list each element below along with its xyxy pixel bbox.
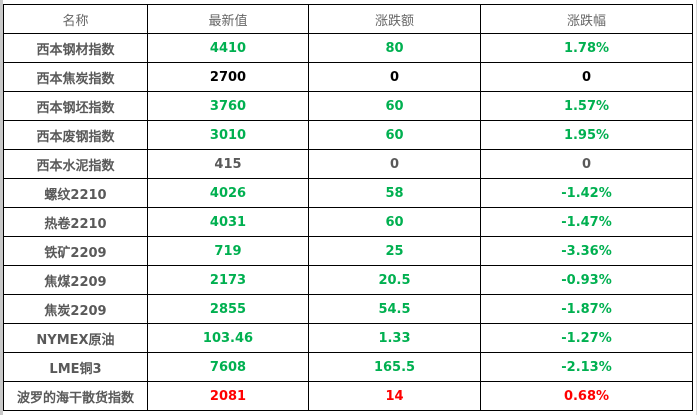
name-cell: 西本焦炭指数 bbox=[3, 62, 148, 92]
change-pct-cell: 0 bbox=[480, 62, 693, 92]
latest-value-cell: 4410 bbox=[147, 33, 309, 63]
latest-value-cell: 4026 bbox=[147, 178, 309, 208]
table-row: 螺纹2210 4026 58 -1.42% bbox=[3, 178, 693, 208]
latest-value-cell: 2700 bbox=[147, 62, 309, 92]
header-change: 涨跌额 bbox=[308, 4, 481, 34]
change-pct-cell: 1.78% bbox=[480, 33, 693, 63]
latest-value-cell: 2081 bbox=[147, 381, 309, 411]
grid-line bbox=[696, 0, 697, 415]
change-pct-cell: -1.27% bbox=[480, 323, 693, 353]
latest-value-cell: 4031 bbox=[147, 207, 309, 237]
table-row: 西本焦炭指数 2700 0 0 bbox=[3, 62, 693, 92]
change-cell: 0 bbox=[308, 62, 481, 92]
latest-value-cell: 415 bbox=[147, 149, 309, 179]
name-cell: 西本钢材指数 bbox=[3, 33, 148, 63]
change-pct-cell: -1.47% bbox=[480, 207, 693, 237]
name-cell: 热卷2210 bbox=[3, 207, 148, 237]
change-cell: 54.5 bbox=[308, 294, 481, 324]
table-row: 焦炭2209 2855 54.5 -1.87% bbox=[3, 294, 693, 324]
table-row: 波罗的海干散货指数 2081 14 0.68% bbox=[3, 381, 693, 411]
name-cell: 焦煤2209 bbox=[3, 265, 148, 295]
table-row: 热卷2210 4031 60 -1.47% bbox=[3, 207, 693, 237]
table-row: 西本钢坯指数 3760 60 1.57% bbox=[3, 91, 693, 121]
name-cell: 西本废钢指数 bbox=[3, 120, 148, 150]
change-pct-cell: -2.13% bbox=[480, 352, 693, 382]
change-pct-cell: -1.87% bbox=[480, 294, 693, 324]
name-cell: LME铜3 bbox=[3, 352, 148, 382]
change-pct-cell: 1.95% bbox=[480, 120, 693, 150]
change-pct-cell: 1.57% bbox=[480, 91, 693, 121]
latest-value-cell: 3760 bbox=[147, 91, 309, 121]
change-cell: 60 bbox=[308, 207, 481, 237]
change-cell: 1.33 bbox=[308, 323, 481, 353]
header-change-pct: 涨跌幅 bbox=[480, 4, 693, 34]
name-cell: 焦炭2209 bbox=[3, 294, 148, 324]
table-row: NYMEX原油 103.46 1.33 -1.27% bbox=[3, 323, 693, 353]
name-cell: 螺纹2210 bbox=[3, 178, 148, 208]
header-row: 名称 最新值 涨跌额 涨跌幅 bbox=[3, 4, 693, 34]
change-cell: 60 bbox=[308, 120, 481, 150]
table-row: 西本废钢指数 3010 60 1.95% bbox=[3, 120, 693, 150]
change-cell: 14 bbox=[308, 381, 481, 411]
change-cell: 25 bbox=[308, 236, 481, 266]
latest-value-cell: 2173 bbox=[147, 265, 309, 295]
change-cell: 60 bbox=[308, 91, 481, 121]
latest-value-cell: 719 bbox=[147, 236, 309, 266]
name-cell: 铁矿2209 bbox=[3, 236, 148, 266]
change-pct-cell: -0.93% bbox=[480, 265, 693, 295]
row-header-edge bbox=[0, 0, 3, 415]
latest-value-cell: 103.46 bbox=[147, 323, 309, 353]
change-pct-cell: 0.68% bbox=[480, 381, 693, 411]
name-cell: 波罗的海干散货指数 bbox=[3, 381, 148, 411]
change-pct-cell: -3.36% bbox=[480, 236, 693, 266]
change-cell: 165.5 bbox=[308, 352, 481, 382]
latest-value-cell: 2855 bbox=[147, 294, 309, 324]
change-pct-cell: -1.42% bbox=[480, 178, 693, 208]
table-row: 铁矿2209 719 25 -3.36% bbox=[3, 236, 693, 266]
latest-value-cell: 7608 bbox=[147, 352, 309, 382]
market-index-table: 名称 最新值 涨跌额 涨跌幅 西本钢材指数 4410 80 1.78% 西本焦炭指数 27… bbox=[3, 4, 693, 411]
header-name: 名称 bbox=[3, 4, 148, 34]
name-cell: 西本水泥指数 bbox=[3, 149, 148, 179]
change-pct-cell: 0 bbox=[480, 149, 693, 179]
table-row: 西本水泥指数 415 0 0 bbox=[3, 149, 693, 179]
change-cell: 0 bbox=[308, 149, 481, 179]
table-row: 焦煤2209 2173 20.5 -0.93% bbox=[3, 265, 693, 295]
latest-value-cell: 3010 bbox=[147, 120, 309, 150]
change-cell: 20.5 bbox=[308, 265, 481, 295]
change-cell: 58 bbox=[308, 178, 481, 208]
header-latest-value: 最新值 bbox=[147, 4, 309, 34]
name-cell: 西本钢坯指数 bbox=[3, 91, 148, 121]
table-row: 西本钢材指数 4410 80 1.78% bbox=[3, 33, 693, 63]
change-cell: 80 bbox=[308, 33, 481, 63]
table-row: LME铜3 7608 165.5 -2.13% bbox=[3, 352, 693, 382]
name-cell: NYMEX原油 bbox=[3, 323, 148, 353]
